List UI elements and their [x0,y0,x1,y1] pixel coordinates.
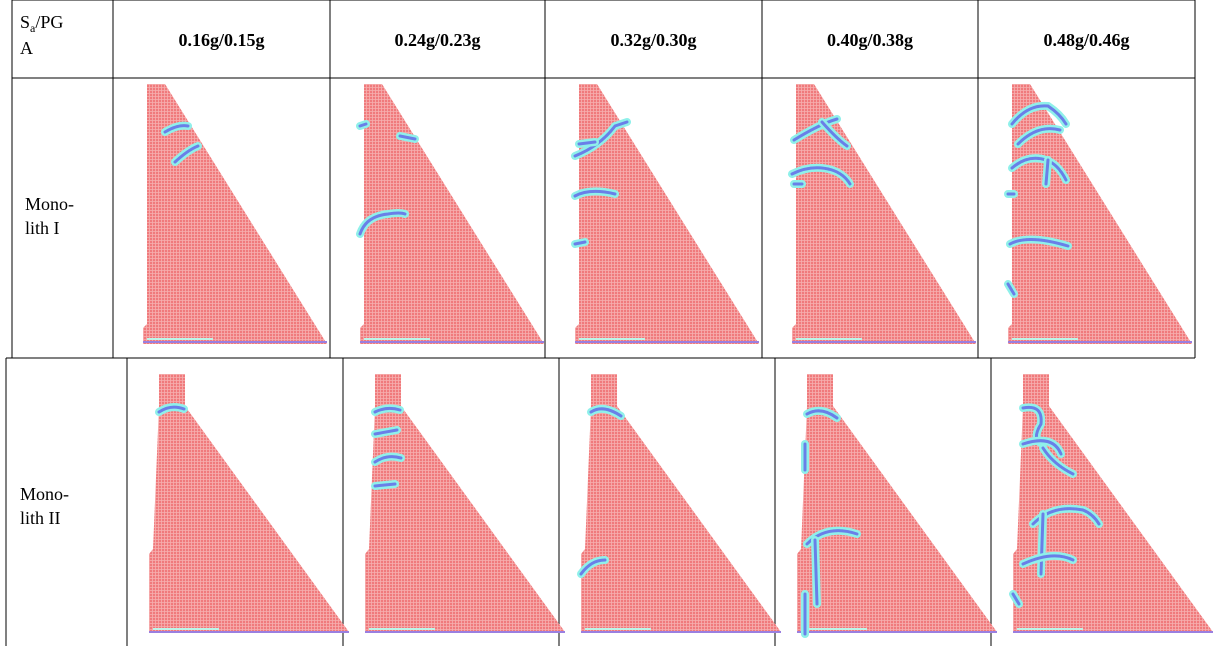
crack-inner [360,124,366,126]
crack-inner [815,540,817,604]
crack-inner [375,484,395,486]
dam-image [792,84,976,344]
dam-image [149,374,349,632]
column-header: 0.40g/0.38g [827,30,913,50]
dam-image [1008,84,1192,344]
dam-image [1013,374,1213,632]
dam-mesh [149,374,349,632]
column-header: 0.32g/0.30g [610,30,696,50]
crack-inner [1046,160,1048,184]
row-label: lith I [25,218,60,238]
dam-image [797,374,997,634]
crack-inner [575,242,585,244]
corner-base: S [20,12,30,32]
dam-mesh [1008,84,1192,344]
dam-image [581,374,781,632]
results-table: Sa/PG A 0.16g/0.15g 0.24g/0.23g 0.32g/0.30… [0,0,1215,646]
row-label: Mono- [20,484,69,504]
corner-header: Sa/PG [20,12,63,35]
crack-inner [1041,514,1043,574]
column-header: 0.24g/0.23g [394,30,480,50]
dam-image [143,84,327,344]
column-header: 0.48g/0.46g [1043,30,1129,50]
column-header: 0.16g/0.15g [178,30,264,50]
dam-mesh [143,84,327,344]
dam-image [575,84,759,344]
dam-mesh [575,84,759,344]
dam-image [360,84,544,344]
crack-inner [579,142,595,144]
row-label: lith II [20,508,61,528]
row-label: Mono- [25,194,74,214]
corner-rest: A [20,38,33,58]
corner-rest: /PG [35,12,63,32]
dam-image [365,374,565,632]
